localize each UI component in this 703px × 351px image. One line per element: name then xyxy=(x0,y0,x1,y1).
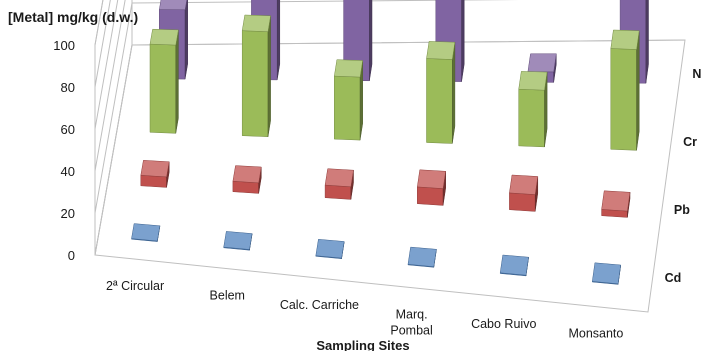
bar-side xyxy=(267,15,271,137)
bar-cr-2 xyxy=(334,59,363,141)
bar-side xyxy=(645,0,649,84)
bar-top xyxy=(315,239,345,259)
bar-top xyxy=(140,160,170,178)
bar-top xyxy=(509,174,539,195)
bar-cr-1 xyxy=(241,14,271,137)
bar-top xyxy=(426,41,456,60)
y-tick-label: 60 xyxy=(61,122,75,137)
bar-top xyxy=(610,29,640,50)
bar-pb-4 xyxy=(509,174,539,212)
bar-front xyxy=(417,186,444,206)
bar-top xyxy=(499,254,529,276)
bar-side xyxy=(461,0,465,82)
x-category-label: Calc. Carriche xyxy=(280,298,359,312)
x-category-label: Cabo Ruivo xyxy=(471,317,536,331)
gridlines xyxy=(94,0,686,256)
gridline-20 xyxy=(94,0,520,214)
gridline-60 xyxy=(94,0,119,130)
bar-top xyxy=(241,14,271,32)
bar-pb-0 xyxy=(140,160,170,188)
series-label-n: N xyxy=(692,67,701,81)
bar-top xyxy=(518,71,548,91)
gridline-40 xyxy=(94,0,126,172)
bar-cr-5 xyxy=(610,29,640,151)
bar-side xyxy=(636,30,640,151)
x-axis-title: Sampling Sites xyxy=(316,338,409,351)
bar-pb-3 xyxy=(417,169,446,206)
y-axis-title: [Metal] mg/kg (d.w.) xyxy=(8,9,138,25)
y-tick-label: 40 xyxy=(61,164,75,179)
bar-front xyxy=(518,88,545,148)
x-category-label: Marq. Pombal xyxy=(390,307,432,337)
bars-layer xyxy=(131,0,649,285)
bar-top xyxy=(131,223,161,242)
bar-cd-5 xyxy=(592,262,621,285)
bar-front xyxy=(426,58,453,144)
bar-cr-4 xyxy=(518,71,548,148)
series-label-pb: Pb xyxy=(674,203,690,217)
y-tick-label: 100 xyxy=(53,38,75,53)
y-tick-label: 0 xyxy=(68,248,75,263)
bar-front xyxy=(140,175,167,188)
bar-top xyxy=(159,0,188,11)
bar-top xyxy=(601,190,631,212)
bar-cd-1 xyxy=(223,231,253,251)
bar-top xyxy=(592,262,621,285)
bar-top xyxy=(324,168,354,188)
bar-top xyxy=(223,231,253,250)
side-wall xyxy=(94,0,133,256)
bar-side xyxy=(276,0,281,80)
bar-cd-4 xyxy=(499,254,529,277)
x-category-label: 2ª Circular xyxy=(106,279,164,293)
bar-front xyxy=(232,180,259,194)
y-tick-label: 20 xyxy=(61,206,75,221)
bar-side xyxy=(175,29,179,134)
bar-pb-1 xyxy=(232,165,262,194)
bar-front xyxy=(334,75,361,141)
bar-pb-5 xyxy=(601,190,631,218)
gridline-0 xyxy=(94,39,686,256)
bar-front xyxy=(610,48,637,151)
bar-cd-0 xyxy=(131,223,161,242)
x-category-label: Monsanto xyxy=(568,326,623,340)
bar-cd-3 xyxy=(407,246,437,268)
gridline-80 xyxy=(94,0,111,88)
bar-cr-0 xyxy=(149,28,179,134)
bar-front xyxy=(149,43,177,134)
bar-cd-2 xyxy=(315,239,345,259)
bar-top xyxy=(527,53,557,73)
bar-pb-2 xyxy=(324,168,354,200)
bar-side xyxy=(369,0,373,81)
bar-cr-3 xyxy=(426,41,456,144)
bar-top xyxy=(149,28,179,46)
bar-top xyxy=(417,169,446,189)
y-tick-label: 80 xyxy=(61,80,75,95)
labels-layer: [Metal] mg/kg (d.w.) Sampling Sites 0 20 4… xyxy=(8,9,701,351)
bar-top xyxy=(334,59,363,78)
x-category-label: Belem xyxy=(210,288,245,302)
series-label-cd: Cd xyxy=(665,271,682,285)
bar-top xyxy=(407,246,437,267)
bar-front xyxy=(241,30,269,137)
series-label-cr: Cr xyxy=(683,135,697,149)
bar-top xyxy=(232,165,262,184)
bar-front xyxy=(324,184,352,200)
bar-side xyxy=(184,0,188,80)
bar-front xyxy=(509,192,536,212)
